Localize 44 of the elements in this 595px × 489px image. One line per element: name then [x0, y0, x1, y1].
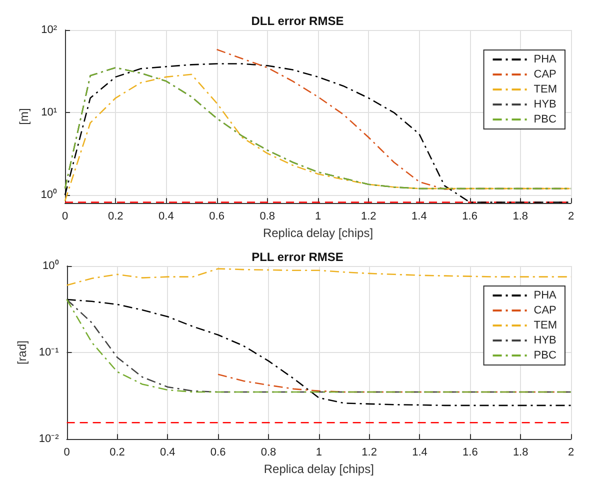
y-tick-label: 10⁰ — [42, 259, 59, 272]
x-tick-label: 0.8 — [260, 210, 276, 223]
x-tick-label: 1.8 — [512, 446, 528, 459]
x-tick-label: 2 — [568, 210, 574, 223]
y-axis-title: [rad] — [15, 340, 29, 365]
x-tick-label: 1.4 — [412, 446, 428, 459]
y-tick-label: 10⁰ — [40, 188, 57, 202]
legend-label: TEM — [534, 84, 558, 96]
legend-label: TEM — [534, 320, 558, 332]
x-tick-label: 1 — [316, 446, 322, 459]
x-tick-label: 0.2 — [108, 210, 124, 223]
y-tick-label: 10² — [41, 24, 58, 36]
x-axis-title: Replica delay [chips] — [262, 226, 374, 240]
x-axis-title: Replica delay [chips] — [264, 462, 374, 476]
legend-label: HYB — [534, 334, 556, 346]
x-tick-label: 1.6 — [462, 210, 478, 223]
x-tick-label: 0.2 — [110, 446, 125, 459]
chart-title: PLL error RMSE — [252, 250, 344, 264]
x-tick-label: 0.6 — [210, 446, 226, 459]
x-tick-label: 1 — [314, 210, 322, 223]
y-tick-label: 10¹ — [41, 106, 58, 119]
legend-label: CAP — [534, 68, 556, 80]
legend-label: PBC — [534, 350, 556, 362]
y-tick-label: 10⁻¹ — [38, 346, 60, 359]
x-tick-label: 1.4 — [412, 210, 427, 223]
x-tick-label: 0 — [64, 446, 70, 459]
legend-label: CAP — [534, 304, 556, 316]
x-tick-label: 0.4 — [160, 446, 176, 459]
x-tick-label: 0.4 — [158, 210, 174, 223]
legend-label: PHA — [534, 54, 558, 66]
chart-title: DLL error RMSE — [251, 14, 344, 28]
x-tick-label: 1.2 — [362, 446, 377, 459]
legend-label: PHA — [534, 290, 558, 302]
x-tick-label: 1.2 — [360, 210, 376, 223]
x-tick-label: 1.6 — [462, 446, 478, 459]
x-tick-label: 1.8 — [512, 210, 528, 223]
y-axis-title: [m] — [16, 108, 31, 125]
y-tick-label: 10⁻² — [38, 433, 60, 446]
x-tick-label: 0.8 — [260, 446, 276, 459]
x-tick-label: 2 — [568, 446, 574, 459]
legend-label: PBC — [534, 114, 556, 126]
x-tick-label: 0.6 — [209, 210, 224, 223]
legend-label: HYB — [534, 98, 556, 110]
x-tick-label: 0 — [62, 210, 68, 223]
